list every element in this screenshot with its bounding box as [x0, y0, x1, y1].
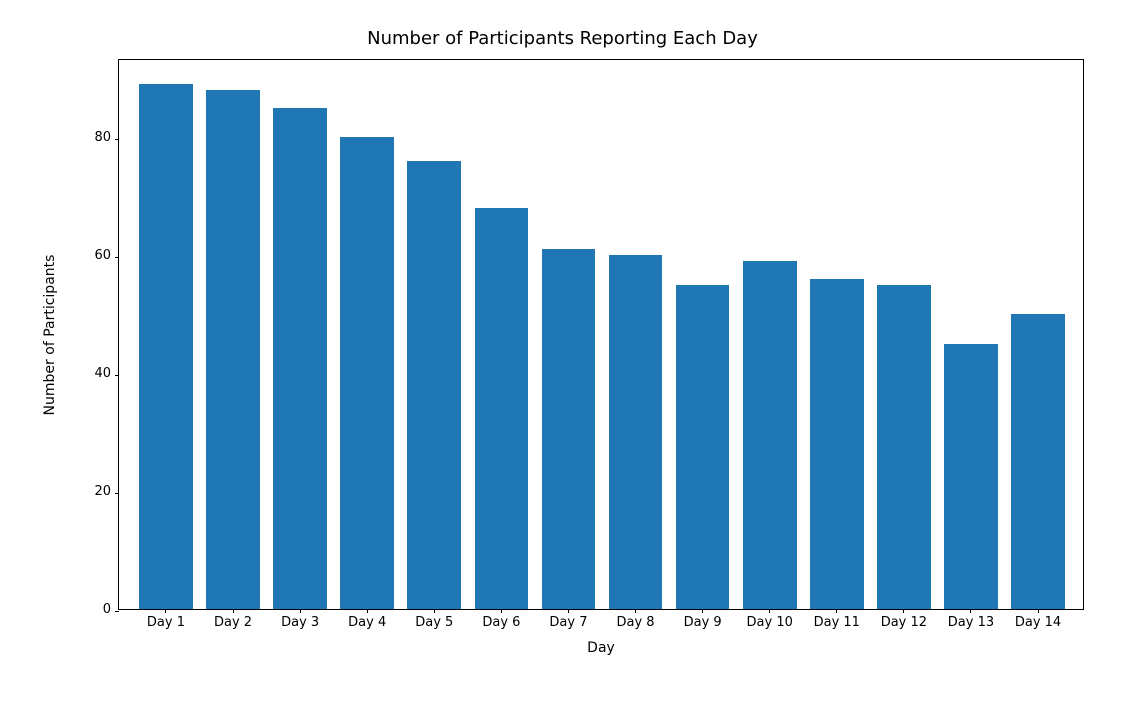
x-tick-mark — [367, 609, 368, 613]
x-tick-mark — [501, 609, 502, 613]
x-tick-label: Day 9 — [684, 615, 722, 630]
y-tick-label: 80 — [94, 130, 111, 145]
x-tick-label: Day 8 — [616, 615, 654, 630]
bar — [877, 285, 931, 609]
x-tick-label: Day 13 — [948, 615, 994, 630]
x-tick-mark — [970, 609, 971, 613]
x-tick-mark — [903, 609, 904, 613]
y-tick-mark — [115, 375, 119, 376]
y-axis-label: Number of Participants — [42, 254, 58, 415]
x-tick-label: Day 11 — [814, 615, 860, 630]
x-tick-label: Day 4 — [348, 615, 386, 630]
x-tick-label: Day 14 — [1015, 615, 1061, 630]
x-tick-label: Day 10 — [747, 615, 793, 630]
x-tick-label: Day 12 — [881, 615, 927, 630]
x-tick-mark — [165, 609, 166, 613]
x-tick-mark — [1038, 609, 1039, 613]
chart-title: Number of Participants Reporting Each Da… — [0, 28, 1125, 49]
bar — [609, 255, 663, 609]
x-tick-mark — [702, 609, 703, 613]
bar — [273, 108, 327, 609]
bar — [944, 344, 998, 609]
bar — [475, 208, 529, 609]
y-tick-label: 0 — [103, 602, 111, 617]
x-tick-mark — [836, 609, 837, 613]
y-tick-label: 40 — [94, 366, 111, 381]
x-tick-label: Day 7 — [549, 615, 587, 630]
x-tick-label: Day 5 — [415, 615, 453, 630]
y-tick-mark — [115, 139, 119, 140]
y-tick-mark — [115, 257, 119, 258]
y-tick-label: 20 — [94, 484, 111, 499]
figure: Number of Participants Reporting Each Da… — [0, 0, 1125, 711]
y-tick-label: 60 — [94, 248, 111, 263]
bar — [407, 161, 461, 609]
bar — [1011, 314, 1065, 609]
x-tick-mark — [635, 609, 636, 613]
plot-area: 020406080 Day 1Day 2Day 3Day 4Day 5Day 6… — [118, 59, 1084, 610]
x-tick-mark — [300, 609, 301, 613]
bar — [810, 279, 864, 609]
x-tick-label: Day 1 — [147, 615, 185, 630]
x-tick-label: Day 2 — [214, 615, 252, 630]
bar — [676, 285, 730, 609]
x-tick-mark — [233, 609, 234, 613]
x-tick-mark — [434, 609, 435, 613]
x-axis-label: Day — [118, 640, 1084, 656]
x-tick-label: Day 3 — [281, 615, 319, 630]
y-tick-mark — [115, 493, 119, 494]
bar — [340, 137, 394, 609]
bar — [542, 249, 596, 609]
x-tick-label: Day 6 — [482, 615, 520, 630]
y-tick-mark — [115, 611, 119, 612]
bars-container — [119, 60, 1083, 609]
x-tick-mark — [769, 609, 770, 613]
bar — [743, 261, 797, 609]
x-tick-mark — [568, 609, 569, 613]
bar — [139, 84, 193, 609]
bar — [206, 90, 260, 609]
